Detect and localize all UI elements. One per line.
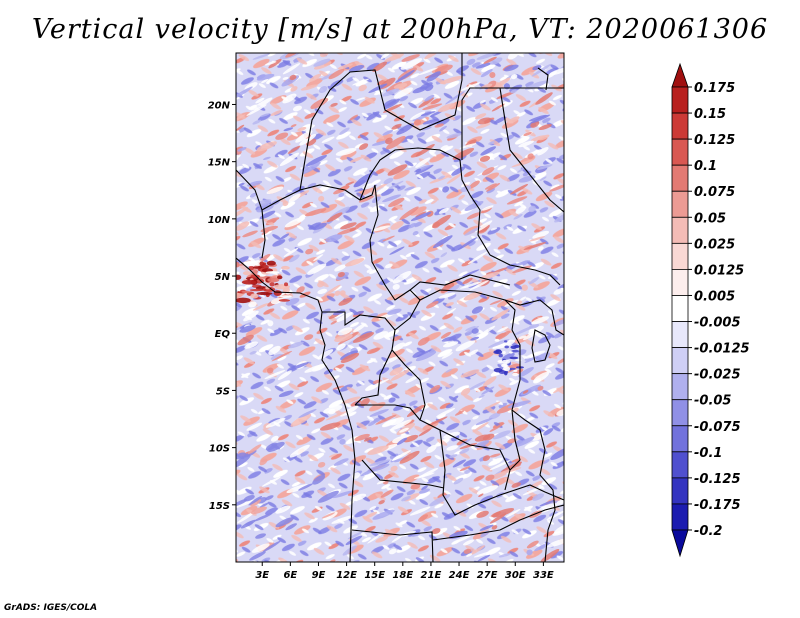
colorbar-max-triangle <box>671 62 689 88</box>
country-border <box>236 257 356 562</box>
colorbar-label: -0.075 <box>694 420 741 435</box>
colorbar-label: 0.1 <box>694 159 717 174</box>
lat-tick-label: 5S <box>216 386 230 397</box>
colorbar-swatch <box>671 425 689 453</box>
lat-tick-label: 15N <box>208 158 231 169</box>
lon-tick-label: 6E <box>283 570 297 581</box>
colorbar-label: -0.025 <box>694 368 741 383</box>
lat-tick-label: 20N <box>208 100 231 111</box>
colorbar-label: -0.1 <box>694 446 722 461</box>
colorbar-swatch <box>671 321 689 348</box>
colorbar-swatch <box>671 86 689 114</box>
country-border <box>537 67 549 91</box>
country-border <box>369 184 511 301</box>
colorbar-label: 0.05 <box>694 211 726 226</box>
country-border <box>461 87 564 160</box>
colorbar-label: 0.0125 <box>694 263 744 278</box>
lon-tick-label: 33E <box>533 570 554 581</box>
colorbar-swatch <box>671 451 689 479</box>
colorbar-swatch <box>671 269 689 296</box>
colorbar-swatch <box>671 295 689 322</box>
country-border <box>432 504 564 541</box>
colorbar-swatch <box>671 190 689 218</box>
lon-tick-label: 27E <box>477 570 498 581</box>
colorbar-swatch <box>671 477 689 505</box>
colorbar-label: 0.025 <box>694 237 735 252</box>
lon-tick-label: 3E <box>255 570 269 581</box>
colorbar-label: 0.005 <box>694 289 735 304</box>
colorbar-swatch <box>671 503 689 531</box>
lon-tick-label: 15E <box>364 570 385 581</box>
country-border <box>391 349 511 491</box>
colorbar-swatch <box>671 242 689 270</box>
country-border <box>499 87 564 213</box>
lat-tick-label: 10N <box>208 215 231 226</box>
colorbar-swatch <box>671 112 689 140</box>
country-border <box>351 529 434 562</box>
colorbar-swatch <box>671 399 689 427</box>
country-border <box>299 53 463 191</box>
lon-tick-label: 30E <box>505 570 526 581</box>
colorbar-label: 0.175 <box>694 81 735 96</box>
colorbar-swatch <box>671 164 689 192</box>
country-border <box>489 254 561 286</box>
country-border <box>511 409 556 562</box>
colorbar-label: -0.0125 <box>694 342 750 357</box>
country-border <box>439 429 564 516</box>
plot-frame <box>235 52 565 563</box>
country-border <box>355 404 421 421</box>
colorbar-label: 0.075 <box>694 185 735 200</box>
colorbar-label: 0.125 <box>694 133 735 148</box>
lat-tick-label: EQ <box>215 329 231 340</box>
latitude-axis: 20N 15N 10N 5N EQ 5S 10S 15S <box>208 100 236 512</box>
lon-tick-label: 24E <box>449 570 470 581</box>
lon-tick-label: 9E <box>312 570 326 581</box>
colorbar-swatch <box>671 347 689 375</box>
country-border <box>531 329 551 363</box>
colorbar-swatch <box>671 216 689 244</box>
colorbar-label: -0.05 <box>694 394 731 409</box>
colorbar-label: -0.175 <box>694 498 741 513</box>
colorbar-swatch <box>671 138 689 166</box>
country-border <box>359 147 491 256</box>
colorbar-min-triangle <box>671 529 689 558</box>
country-border <box>261 184 376 211</box>
colorbar-label: 0.15 <box>694 107 726 122</box>
country-border <box>394 289 421 331</box>
lat-tick-label: 5N <box>215 272 231 283</box>
lat-tick-label: 10S <box>209 444 230 455</box>
colorbar: 0.175 0.15 0.125 0.1 0.075 0.05 0.025 0.0125 0.0… <box>671 62 750 558</box>
colorbar-swatch <box>671 373 689 401</box>
country-border <box>361 459 445 489</box>
colorbar-label: -0.125 <box>694 472 741 487</box>
lon-tick-label: 18E <box>392 570 413 581</box>
map-title: Vertical velocity [m/s] at 200hPa, VT: 2… <box>31 14 769 45</box>
longitude-axis: 3E 6E 9E 12E 15E 18E 21E 24E 27E 30E 33E <box>255 562 554 581</box>
country-border <box>504 299 564 336</box>
colorbar-label: -0.2 <box>694 524 722 539</box>
colorbar-label: -0.005 <box>694 316 741 331</box>
grads-credit: GrADS: IGES/COLA <box>4 603 98 613</box>
lon-tick-label: 21E <box>421 570 442 581</box>
country-border <box>419 289 516 331</box>
lat-tick-label: 15S <box>209 501 230 512</box>
lon-tick-label: 12E <box>336 570 357 581</box>
plot-area <box>236 53 564 562</box>
